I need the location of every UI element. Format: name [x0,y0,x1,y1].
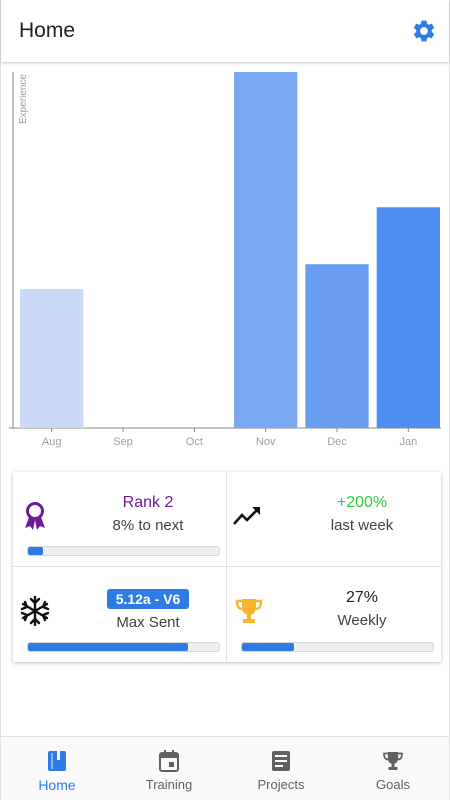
max-sent-subtitle: Max Sent [116,614,180,631]
snowflake-icon [20,595,50,627]
rank-title: Rank 2 [122,494,174,511]
max-sent-progress [27,642,220,652]
bar-dec [305,264,369,428]
rank-progress-fill [28,547,44,555]
rank-progress [27,546,220,556]
x-tick-label-dec: Dec [327,436,347,448]
nav-item-home[interactable]: Home [1,737,113,800]
bars-group [20,72,440,428]
nav-item-projects[interactable]: Projects [225,737,337,800]
x-tick-label-nov: Nov [256,436,276,448]
bottom-navigation: Home Training Projects [1,736,449,800]
gear-icon[interactable] [411,18,437,44]
book-icon [48,751,66,771]
rank-subtitle: 8% to next [112,517,184,534]
weekly-progress [241,642,434,652]
weekly-subtitle: Weekly [337,612,387,629]
max-sent-cell[interactable]: 5.12a - V6 Max Sent [13,567,227,662]
list-icon [272,751,290,771]
nav-item-training[interactable]: Training [113,737,225,800]
grade-badge: 5.12a - V6 [106,589,190,609]
experience-chart: Experience Aug Sep Oct Nov Dec Jan [1,62,450,457]
weekly-progress-fill [242,643,294,651]
bar-aug [20,289,84,428]
chart-svg: Experience Aug Sep Oct Nov Dec Jan [9,72,441,448]
x-tick-label-jan: Jan [399,436,417,448]
app-bar: Home [1,0,449,62]
grade-wrapper: 5.12a - V6 [73,589,223,609]
bar-nov [234,72,298,428]
y-axis-label: Experience [18,74,29,124]
weekly-title: 27% [345,589,379,606]
trending-up-icon [233,507,260,525]
x-tick-label-oct: Oct [186,436,203,448]
x-tick-label-sep: Sep [113,436,133,448]
page-title: Home [19,19,76,42]
weekly-cell[interactable]: 27% Weekly [227,567,441,662]
nav-item-goals[interactable]: Goals [337,737,449,800]
trend-subtitle: last week [330,517,394,534]
x-tick-label-aug: Aug [42,436,62,448]
max-sent-progress-fill [28,643,189,651]
trend-title: +200% [336,494,388,511]
calendar-icon [159,750,179,772]
nav-label-goals: Goals [376,777,410,792]
award-ribbon-icon [25,502,45,530]
trophy-icon [235,599,263,623]
trophy-icon [383,752,403,770]
nav-label-training: Training [145,777,193,792]
rank-cell[interactable]: Rank 2 8% to next [13,472,227,567]
nav-label-projects: Projects [257,777,305,792]
nav-label-home: Home [38,777,76,793]
trend-cell[interactable]: +200% last week [227,472,441,567]
ticks-group: Aug Sep Oct Nov Dec Jan [42,428,417,448]
stats-card: Rank 2 8% to next +200% last week [13,472,441,662]
bar-jan [376,207,440,428]
